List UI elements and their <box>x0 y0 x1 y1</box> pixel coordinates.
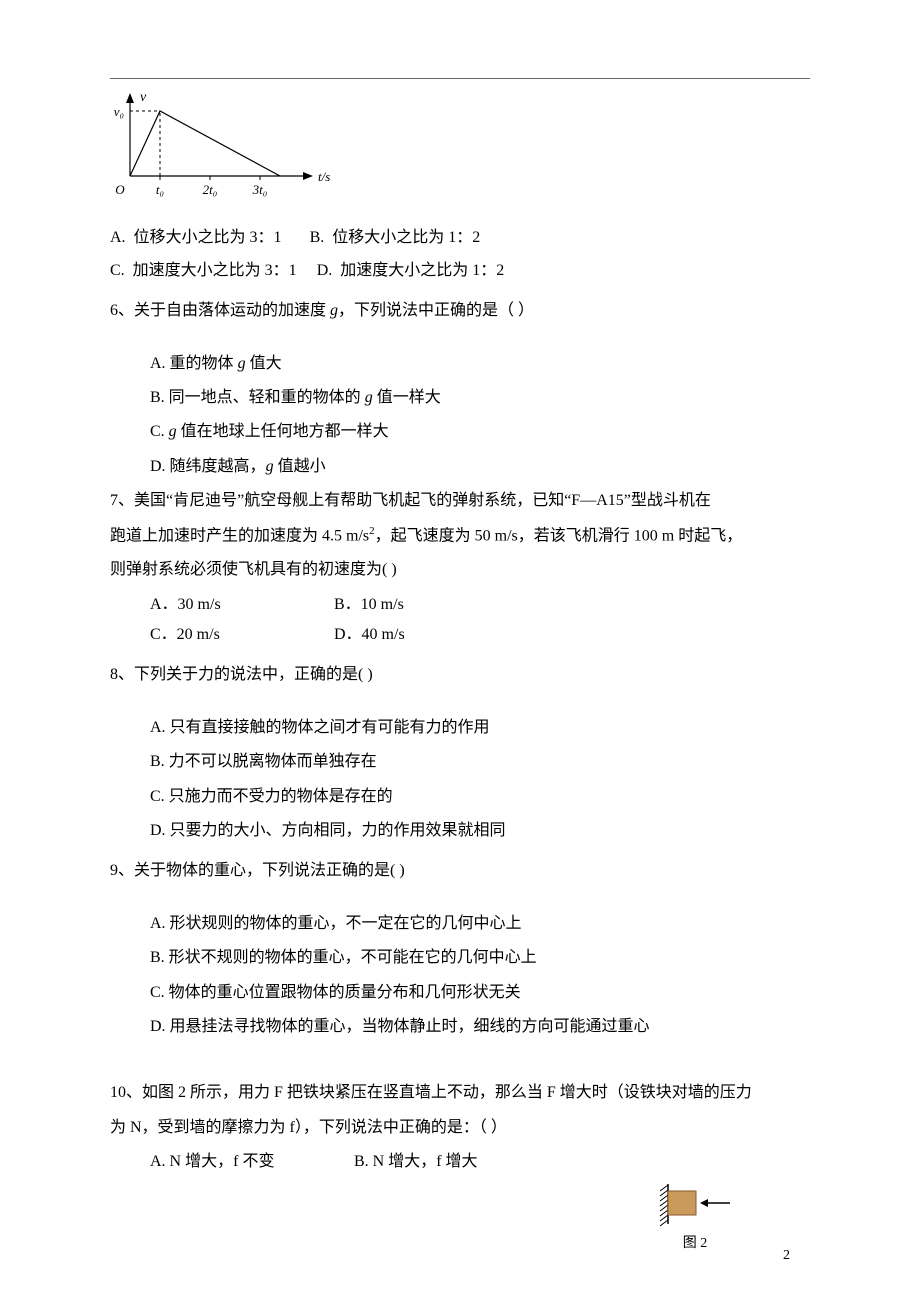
svg-text:2t₀: 2t₀ <box>203 182 218 197</box>
q5-opt-gap2 <box>301 262 313 279</box>
q6-A-g: g <box>238 355 246 372</box>
q6-stem-post: ，下列说法中正确的是（ ） <box>338 302 534 319</box>
q7-opt-d: D．40 m/s <box>334 626 405 643</box>
q9-opt-d: D. 用悬挂法寻找物体的重心，当物体静止时，细线的方向可能通过重心 <box>110 1012 810 1042</box>
q10-line1: 10、如图 2 所示，用力 F 把铁块紧压在竖直墙上不动，那么当 F 增大时（设… <box>110 1078 810 1108</box>
q7-opts-row1: A．30 m/s B．10 m/s <box>110 590 810 620</box>
svg-text:t/s: t/s <box>318 169 330 184</box>
fig2-svg <box>650 1179 740 1229</box>
q5-options: A. 位移大小之比为 3：1 B. 位移大小之比为 1：2 C. 加速度大小之比… <box>110 223 810 286</box>
q7-opt-b: B．10 m/s <box>334 596 404 613</box>
q6-B-post: 值一样大 <box>373 389 441 406</box>
q7-opts-row2: C．20 m/s D．40 m/s <box>110 620 810 650</box>
q7-line2-pre: 跑道上加速时产生的加速度为 4.5 m/s <box>110 527 369 544</box>
q5-opt-c: C. 加速度大小之比为 3：1 <box>110 262 297 279</box>
svg-text:t₀: t₀ <box>156 182 164 197</box>
q7-opt-c: C．20 m/s <box>150 620 330 650</box>
q8-stem: 8、下列关于力的说法中，正确的是( ) <box>110 660 810 690</box>
q7-line2-post: ，起飞速度为 50 m/s，若该飞机滑行 100 m 时起飞， <box>375 527 743 544</box>
q5-chart: t₀ 2t₀ 3t₀ Ov v₀ t/s <box>110 91 810 217</box>
q5-opt-d: D. 加速度大小之比为 1：2 <box>317 262 505 279</box>
svg-text:3t₀: 3t₀ <box>252 182 268 197</box>
q10-opts-row1: A. N 增大，f 不变 B. N 增大，f 增大 <box>110 1147 810 1177</box>
q10-line2: 为 N，受到墙的摩擦力为 f），下列说法中正确的是：（ ） <box>110 1113 810 1143</box>
q9-stem: 9、关于物体的重心，下列说法正确的是( ) <box>110 856 810 886</box>
top-rule <box>110 78 810 79</box>
vt-chart-svg: t₀ 2t₀ 3t₀ Ov v₀ t/s <box>110 91 335 206</box>
q8-opt-c: C. 只施力而不受力的物体是存在的 <box>110 782 810 812</box>
q8-opt-a: A. 只有直接接触的物体之间才有可能有力的作用 <box>110 713 810 743</box>
q6-options: A. 重的物体 g 值大 B. 同一地点、轻和重的物体的 g 值一样大 C. g… <box>110 349 810 483</box>
q9-opt-a: A. 形状规则的物体的重心，不一定在它的几何中心上 <box>110 909 810 939</box>
q6-D-g: g <box>266 458 274 475</box>
svg-text:v₀: v₀ <box>114 104 124 119</box>
q6-B-pre: B. 同一地点、轻和重的物体的 <box>150 389 365 406</box>
q8-options: A. 只有直接接触的物体之间才有可能有力的作用 B. 力不可以脱离物体而单独存在… <box>110 713 810 847</box>
q7-line1: 7、美国“肯尼迪号”航空母舰上有帮助飞机起飞的弹射系统，已知“F—A15”型战斗… <box>110 486 810 516</box>
q9-opt-c: C. 物体的重心位置跟物体的质量分布和几何形状无关 <box>110 978 810 1008</box>
q6-A-pre: A. 重的物体 <box>150 355 238 372</box>
q9-opt-b: B. 形状不规则的物体的重心，不可能在它的几何中心上 <box>110 943 810 973</box>
fig2: 图 2 <box>650 1179 740 1258</box>
q6-stem: 6、关于自由落体运动的加速度 g，下列说法中正确的是（ ） <box>110 296 810 326</box>
svg-text:v: v <box>140 91 147 105</box>
q6-stem-g: g <box>330 302 338 319</box>
q5-opt-b: B. 位移大小之比为 1：2 <box>310 229 481 246</box>
q7-line3: 则弹射系统必须使飞机具有的初速度为( ) <box>110 555 810 585</box>
q6-A-post: 值大 <box>246 355 282 372</box>
q8-opt-b: B. 力不可以脱离物体而单独存在 <box>110 747 810 777</box>
q7-opt-a: A．30 m/s <box>150 590 330 620</box>
q7-line2: 跑道上加速时产生的加速度为 4.5 m/s2，起飞速度为 50 m/s，若该飞机… <box>110 521 810 552</box>
q5-opt-a: A. 位移大小之比为 3：1 <box>110 229 282 246</box>
q6-C-pre: C. <box>150 423 169 440</box>
q6-C-g: g <box>169 423 177 440</box>
q6-stem-pre: 6、关于自由落体运动的加速度 <box>110 302 330 319</box>
q6-C-post: 值在地球上任何地方都一样大 <box>177 423 389 440</box>
q9-options: A. 形状规则的物体的重心，不一定在它的几何中心上 B. 形状不规则的物体的重心… <box>110 909 810 1043</box>
page-number: 2 <box>783 1243 790 1270</box>
q6-B-g: g <box>365 389 373 406</box>
q8-opt-d: D. 只要力的大小、方向相同，力的作用效果就相同 <box>110 816 810 846</box>
q10-opt-b: B. N 增大，f 增大 <box>354 1153 478 1170</box>
q10-opt-a: A. N 增大，f 不变 <box>150 1147 350 1177</box>
q6-D-pre: D. 随纬度越高， <box>150 458 266 475</box>
svg-text:O: O <box>115 182 125 197</box>
q6-D-post: 值越小 <box>274 458 326 475</box>
q5-opt-gap1 <box>286 229 306 246</box>
fig2-label: 图 2 <box>650 1231 740 1258</box>
